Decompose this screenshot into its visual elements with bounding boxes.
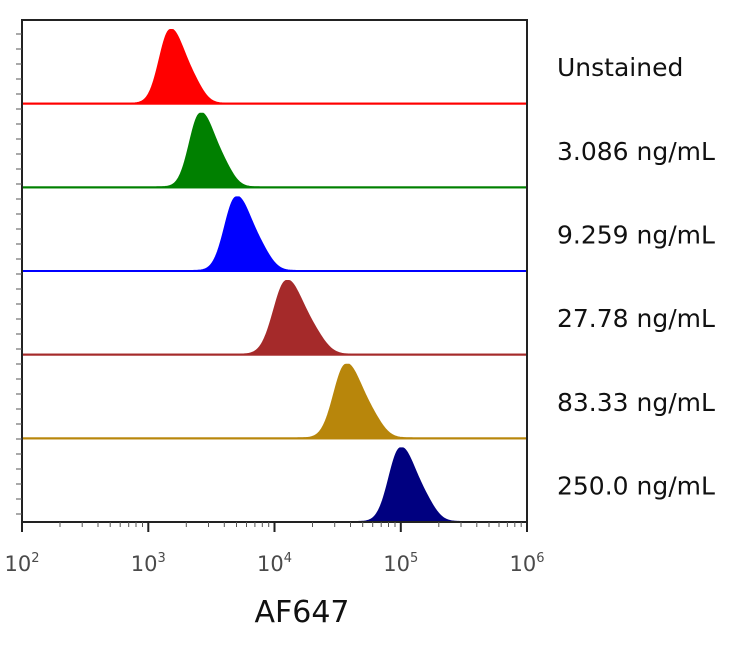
series-label-6: 250.0 ng/mL: [557, 472, 715, 501]
x-tick-label-1: 102: [4, 551, 39, 576]
series-label-1: Unstained: [557, 53, 683, 82]
histogram-3: [22, 196, 527, 272]
series-label-5: 83.33 ng/mL: [557, 388, 715, 417]
series-labels: Unstained 3.086 ng/mL 9.259 ng/mL 27.78 ng/…: [557, 53, 715, 500]
x-axis-ticks: [21, 522, 528, 532]
x-axis-tick-labels: 102 103 104 105 106: [4, 551, 544, 576]
x-tick-label-4: 105: [383, 551, 418, 576]
histogram-4: [21, 280, 528, 356]
x-axis-title: AF647: [254, 595, 349, 630]
x-tick-label-5: 106: [509, 551, 544, 576]
series-label-4: 27.78 ng/mL: [557, 304, 715, 333]
series-label-2: 3.086 ng/mL: [557, 137, 715, 166]
histogram-1: [21, 29, 528, 105]
histogram-5: [21, 363, 528, 440]
series-label-3: 9.259 ng/mL: [557, 221, 715, 250]
histogram-2: [21, 112, 528, 189]
x-tick-label-3: 104: [257, 551, 292, 576]
histogram-6: [22, 447, 527, 523]
x-tick-label-2: 103: [131, 551, 166, 576]
histogram-panels: [21, 29, 528, 523]
y-axis-ticks: [16, 33, 22, 515]
